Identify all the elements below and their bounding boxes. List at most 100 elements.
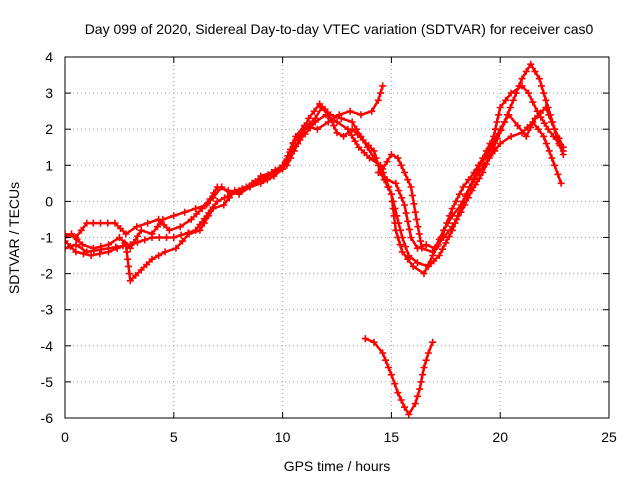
data-point: [209, 205, 217, 213]
data-point: [125, 262, 132, 270]
data-point: [383, 176, 391, 184]
data-point: [501, 118, 509, 126]
data-point: [348, 131, 355, 139]
data-point: [137, 226, 145, 234]
data-point: [351, 137, 359, 145]
data-point: [468, 187, 476, 195]
data-point: [429, 338, 437, 346]
data-point: [154, 223, 161, 231]
data-point: [172, 244, 180, 252]
data-point: [126, 244, 134, 252]
data-point: [290, 147, 298, 155]
data-point: [133, 223, 141, 231]
data-series: [65, 60, 567, 418]
data-point: [422, 356, 430, 364]
data-point: [394, 234, 402, 241]
data-point: [535, 75, 543, 83]
data-point: [374, 169, 382, 176]
data-point: [115, 234, 123, 241]
data-point: [506, 104, 514, 111]
data-point: [424, 349, 432, 357]
data-point: [461, 201, 469, 209]
data-point: [204, 199, 211, 207]
data-point: [435, 252, 443, 259]
data-point: [411, 208, 419, 216]
data-point: [155, 215, 163, 223]
data-point: [286, 145, 294, 153]
data-point: [548, 118, 556, 126]
data-point: [414, 392, 421, 400]
data-point: [105, 248, 112, 256]
data-point: [137, 266, 145, 274]
data-point: [439, 245, 446, 253]
data-point: [321, 105, 329, 113]
data-point: [213, 197, 221, 205]
data-point: [486, 152, 494, 160]
data-point: [482, 153, 490, 161]
data-point: [440, 234, 448, 241]
data-point: [65, 244, 69, 252]
data-point: [97, 243, 105, 250]
data-point: [424, 261, 432, 269]
y-tick-label: 2: [45, 121, 53, 137]
data-point: [83, 219, 91, 227]
data-point: [357, 132, 365, 140]
data-point: [391, 219, 399, 227]
data-point: [161, 248, 169, 256]
data-point: [402, 243, 409, 250]
data-point: [298, 131, 305, 139]
data-point: [287, 154, 295, 162]
data-point: [444, 219, 452, 227]
data-point: [316, 100, 324, 108]
data-point: [383, 158, 391, 166]
data-point: [502, 96, 510, 104]
data-point: [417, 237, 425, 245]
x-tick-label: 10: [275, 429, 291, 445]
data-point: [507, 132, 515, 140]
data-point: [237, 187, 245, 195]
data-point: [404, 217, 412, 225]
data-point: [276, 165, 284, 173]
y-tick-label: -3: [41, 302, 54, 318]
data-point: [397, 396, 405, 404]
data-point: [313, 125, 321, 133]
data-point: [379, 165, 387, 173]
data-point: [522, 67, 530, 75]
data-point: [370, 338, 378, 346]
data-point: [301, 123, 309, 131]
data-point: [132, 271, 140, 279]
data-point: [394, 389, 402, 397]
data-point: [442, 239, 450, 247]
data-point: [65, 230, 69, 238]
data-point: [77, 226, 85, 234]
data-point: [270, 169, 278, 176]
data-point: [388, 197, 396, 205]
data-point: [497, 126, 505, 134]
y-tick-label: -2: [41, 266, 54, 282]
data-point: [509, 96, 517, 104]
data-point: [185, 230, 193, 238]
data-point: [333, 118, 341, 126]
data-point: [181, 208, 189, 216]
data-point: [379, 349, 387, 357]
data-point: [324, 118, 332, 126]
data-point: [218, 183, 226, 191]
data-point: [445, 233, 453, 241]
data-point: [548, 154, 556, 162]
data-point: [414, 223, 422, 231]
data-point: [410, 200, 418, 208]
y-tick-label: -5: [41, 374, 54, 390]
data-point: [542, 140, 550, 148]
data-point: [556, 141, 564, 149]
series-track-5: [65, 60, 567, 256]
data-point: [377, 89, 384, 97]
y-tick-label: -4: [41, 338, 54, 354]
data-point: [143, 261, 151, 269]
data-point: [496, 140, 504, 148]
data-point: [65, 237, 69, 245]
data-point: [420, 270, 428, 278]
data-point: [257, 172, 265, 180]
data-point: [542, 96, 550, 104]
data-point: [448, 212, 456, 220]
data-point: [364, 143, 371, 151]
